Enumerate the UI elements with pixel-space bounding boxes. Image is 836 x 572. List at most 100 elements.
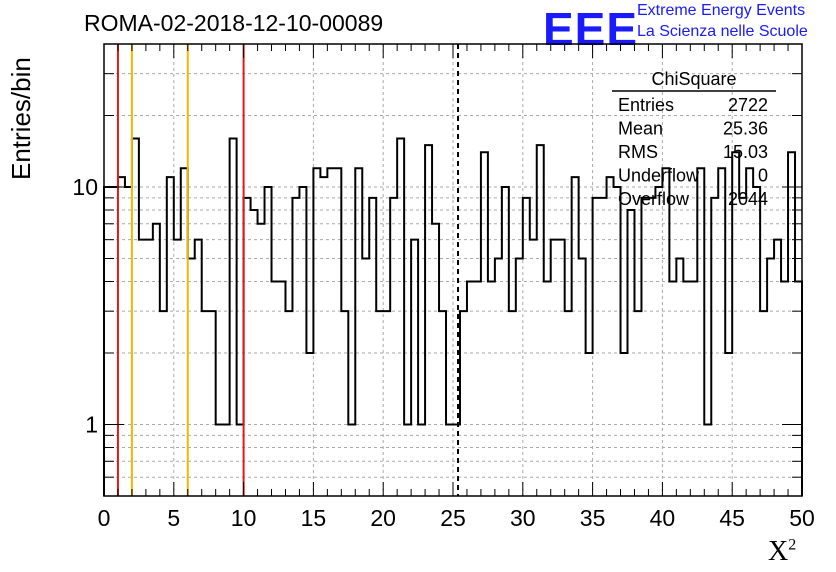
histogram-bin [376, 311, 383, 496]
stats-label: Entries [618, 95, 674, 115]
histogram-bin [662, 168, 669, 496]
x-tick-label: 20 [370, 505, 396, 531]
histogram-bin [292, 198, 299, 496]
histogram-bin [397, 139, 404, 496]
histogram-bin [558, 240, 565, 496]
histogram-bin [788, 152, 795, 496]
histogram-bin [614, 187, 621, 496]
histogram-bin [265, 187, 272, 496]
histogram-bin [390, 198, 397, 496]
histogram-bin [502, 187, 509, 496]
stats-value: 2722 [728, 95, 768, 115]
histogram-bin [746, 168, 753, 496]
histogram-bin [683, 282, 690, 496]
histogram-bin [481, 152, 488, 496]
histogram-bin [258, 224, 265, 496]
x-tick-label: 45 [719, 505, 745, 531]
histogram-bin [641, 198, 648, 496]
histogram-bin [118, 177, 125, 496]
histogram-bin [299, 187, 306, 496]
histogram-bin [474, 282, 481, 496]
stats-value: 0 [758, 166, 768, 186]
stats-label: Mean [618, 119, 663, 139]
histogram-bin [579, 258, 586, 496]
histogram-bin [739, 198, 746, 496]
histogram-bin [767, 258, 774, 496]
x-tick-label: 10 [231, 505, 257, 531]
histogram-bin [181, 168, 188, 496]
histogram-bin [439, 311, 446, 496]
y-tick-label: 1 [85, 412, 98, 438]
histogram-bin [341, 311, 348, 496]
histogram-bin [565, 311, 572, 496]
histogram-bin [467, 282, 474, 496]
stats-label: RMS [618, 142, 658, 162]
histogram-bin [600, 198, 607, 496]
histogram-bin [195, 240, 202, 496]
histogram-bin [760, 311, 767, 496]
stats-label: Underflow [618, 166, 700, 186]
histogram-bin [313, 168, 320, 496]
histogram-bin [774, 240, 781, 496]
histogram-bin [369, 198, 376, 496]
histogram-bin [718, 168, 725, 496]
histogram-bin [530, 240, 537, 496]
histogram-bin [334, 168, 341, 496]
histogram-bin [697, 168, 704, 496]
histogram-bin [572, 177, 579, 496]
histogram-bin [153, 224, 160, 496]
histogram-bin [209, 311, 216, 496]
histogram-bin [516, 258, 523, 496]
histogram-bin [272, 282, 279, 496]
x-tick-label: 15 [301, 505, 327, 531]
histogram-bin [174, 240, 181, 496]
histogram-bin [167, 177, 174, 496]
histogram-bin [593, 198, 600, 496]
chart-title: ROMA-02-2018-12-10-00089 [84, 10, 384, 36]
histogram-bin [676, 258, 683, 496]
x-tick-label: 30 [510, 505, 536, 531]
x-tick-label: 0 [98, 505, 111, 531]
histogram-bin [544, 282, 551, 496]
stats-value: 25.36 [723, 119, 768, 139]
histogram-bin [111, 187, 118, 496]
histogram-bin [648, 198, 655, 496]
x-tick-label: 50 [789, 505, 815, 531]
x-tick-label: 35 [580, 505, 606, 531]
stats-value: 15.03 [723, 142, 768, 162]
histogram-bin [327, 168, 334, 496]
histogram-bin [104, 187, 111, 496]
x-tick-label: 40 [650, 505, 676, 531]
histogram-bin [355, 168, 362, 496]
x-tick-label: 5 [167, 505, 180, 531]
histogram-bin [655, 187, 662, 496]
histogram-bin [607, 177, 614, 496]
histogram-bin [125, 187, 132, 496]
org-name-line2: La Scienza nelle Scuole [637, 23, 808, 40]
histogram-bin [795, 282, 802, 496]
org-name-line1: Extreme Energy Events [637, 2, 806, 19]
histogram-bin [160, 311, 167, 496]
histogram-bin [460, 311, 467, 496]
histogram-bin [634, 311, 641, 496]
histogram-bin [132, 139, 139, 496]
x-axis-label-base: X [768, 536, 789, 567]
x-axis-label-superscript: 2 [788, 536, 797, 554]
histogram-bin [383, 311, 390, 496]
eee-logo: EEE [543, 3, 639, 55]
histogram-bin [188, 258, 195, 496]
histogram-bin [669, 282, 676, 496]
histogram-bin [362, 258, 369, 496]
histogram-bin [509, 311, 516, 496]
stats-value: 2044 [728, 189, 768, 209]
histogram-bin [279, 282, 286, 496]
histogram-bin [432, 224, 439, 496]
histogram-bin [551, 240, 558, 496]
histogram-bin [244, 198, 251, 496]
histogram-bin [139, 240, 146, 496]
histogram-bin [495, 258, 502, 496]
histogram-bin [230, 139, 237, 496]
histogram-bin [523, 198, 530, 496]
histogram-bin [781, 282, 788, 496]
